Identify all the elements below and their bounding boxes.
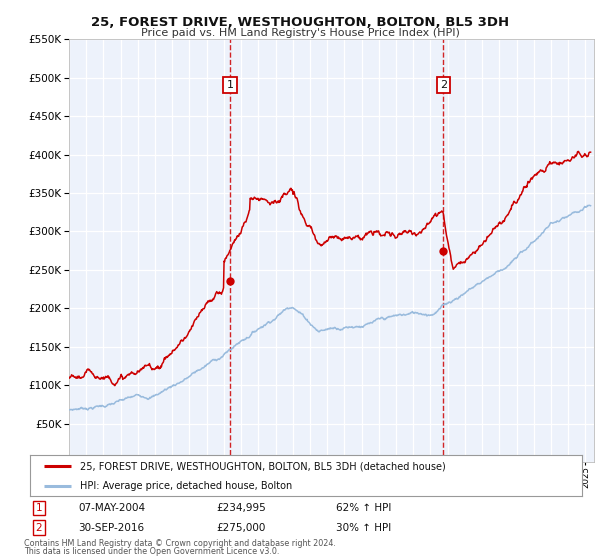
Text: 2: 2 xyxy=(35,522,43,533)
Text: £234,995: £234,995 xyxy=(216,503,266,513)
Text: Price paid vs. HM Land Registry's House Price Index (HPI): Price paid vs. HM Land Registry's House … xyxy=(140,28,460,38)
Text: 1: 1 xyxy=(226,80,233,90)
Text: 2: 2 xyxy=(440,80,447,90)
Text: HPI: Average price, detached house, Bolton: HPI: Average price, detached house, Bolt… xyxy=(80,482,292,491)
Text: 25, FOREST DRIVE, WESTHOUGHTON, BOLTON, BL5 3DH (detached house): 25, FOREST DRIVE, WESTHOUGHTON, BOLTON, … xyxy=(80,461,445,471)
Text: This data is licensed under the Open Government Licence v3.0.: This data is licensed under the Open Gov… xyxy=(24,547,280,556)
Text: £275,000: £275,000 xyxy=(216,522,265,533)
Text: 30% ↑ HPI: 30% ↑ HPI xyxy=(336,522,391,533)
Text: Contains HM Land Registry data © Crown copyright and database right 2024.: Contains HM Land Registry data © Crown c… xyxy=(24,539,336,548)
Text: 62% ↑ HPI: 62% ↑ HPI xyxy=(336,503,391,513)
Text: 07-MAY-2004: 07-MAY-2004 xyxy=(78,503,145,513)
Text: 1: 1 xyxy=(35,503,43,513)
Text: 30-SEP-2016: 30-SEP-2016 xyxy=(78,522,144,533)
Text: 25, FOREST DRIVE, WESTHOUGHTON, BOLTON, BL5 3DH: 25, FOREST DRIVE, WESTHOUGHTON, BOLTON, … xyxy=(91,16,509,29)
